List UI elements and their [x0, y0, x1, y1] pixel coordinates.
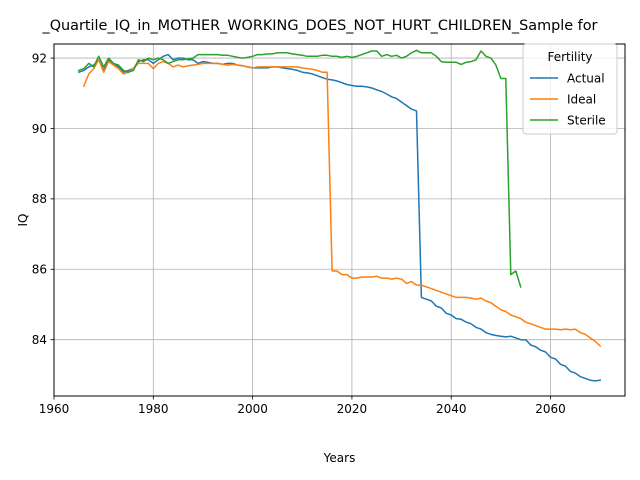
- y-tick-label: 88: [32, 192, 47, 206]
- y-tick-label: 86: [32, 263, 47, 277]
- x-tick-label: 1980: [138, 402, 169, 416]
- legend-item-sterile: Sterile: [530, 114, 606, 128]
- legend-items: Actual Ideal Sterile: [530, 72, 606, 128]
- legend: Fertility Actual Ideal Sterile: [522, 43, 618, 135]
- x-tick-label: 2020: [337, 402, 368, 416]
- y-tick-label: 92: [32, 51, 47, 65]
- series-line-ideal: [82, 59, 602, 348]
- x-axis-label: Years: [323, 451, 356, 465]
- legend-item-actual: Actual: [530, 72, 605, 86]
- series-line-sterile: [77, 49, 522, 288]
- x-tick-label: 2000: [237, 402, 268, 416]
- legend-label: Sterile: [567, 114, 606, 128]
- legend-box: [522, 43, 618, 135]
- legend-label: Ideal: [567, 93, 596, 107]
- x-tick-label: 1960: [39, 402, 70, 416]
- series-line-actual: [77, 53, 602, 382]
- series-group: [77, 49, 602, 382]
- x-tick-label: 2060: [535, 402, 566, 416]
- legend-item-ideal: Ideal: [530, 93, 596, 107]
- legend-title: Fertility: [547, 50, 592, 64]
- chart-title: _Quartile_IQ_in_MOTHER_WORKING_DOES_NOT_…: [42, 18, 598, 34]
- y-tick-label: 90: [32, 122, 47, 136]
- legend-label: Actual: [567, 72, 605, 86]
- x-axis-ticks: 1960 1980 2000 2020 2040 2060: [39, 396, 566, 416]
- y-axis-label: IQ: [16, 214, 30, 227]
- y-axis-ticks: 84 86 88 90 92: [32, 51, 54, 347]
- y-tick-label: 84: [32, 333, 47, 347]
- plot-frame: [53, 43, 626, 397]
- x-tick-label: 2040: [436, 402, 467, 416]
